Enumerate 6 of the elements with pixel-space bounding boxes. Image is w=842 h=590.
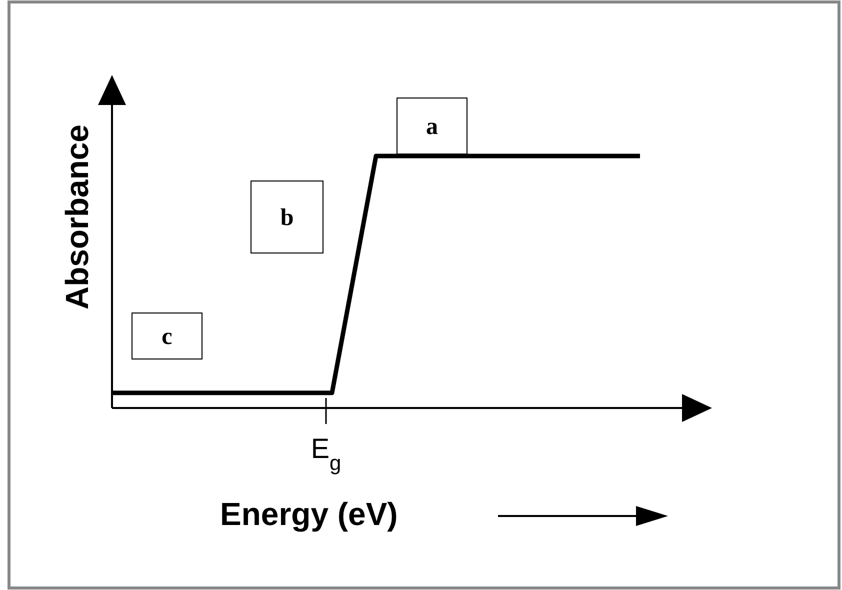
annotation: c [162,324,173,350]
y-axis-title: Absorbance [59,124,95,310]
text: E$_{g}$ [310,433,342,474]
annotation: b [280,205,294,231]
x-axis-title: Energy (eV) [220,496,398,532]
text: a [426,114,438,140]
